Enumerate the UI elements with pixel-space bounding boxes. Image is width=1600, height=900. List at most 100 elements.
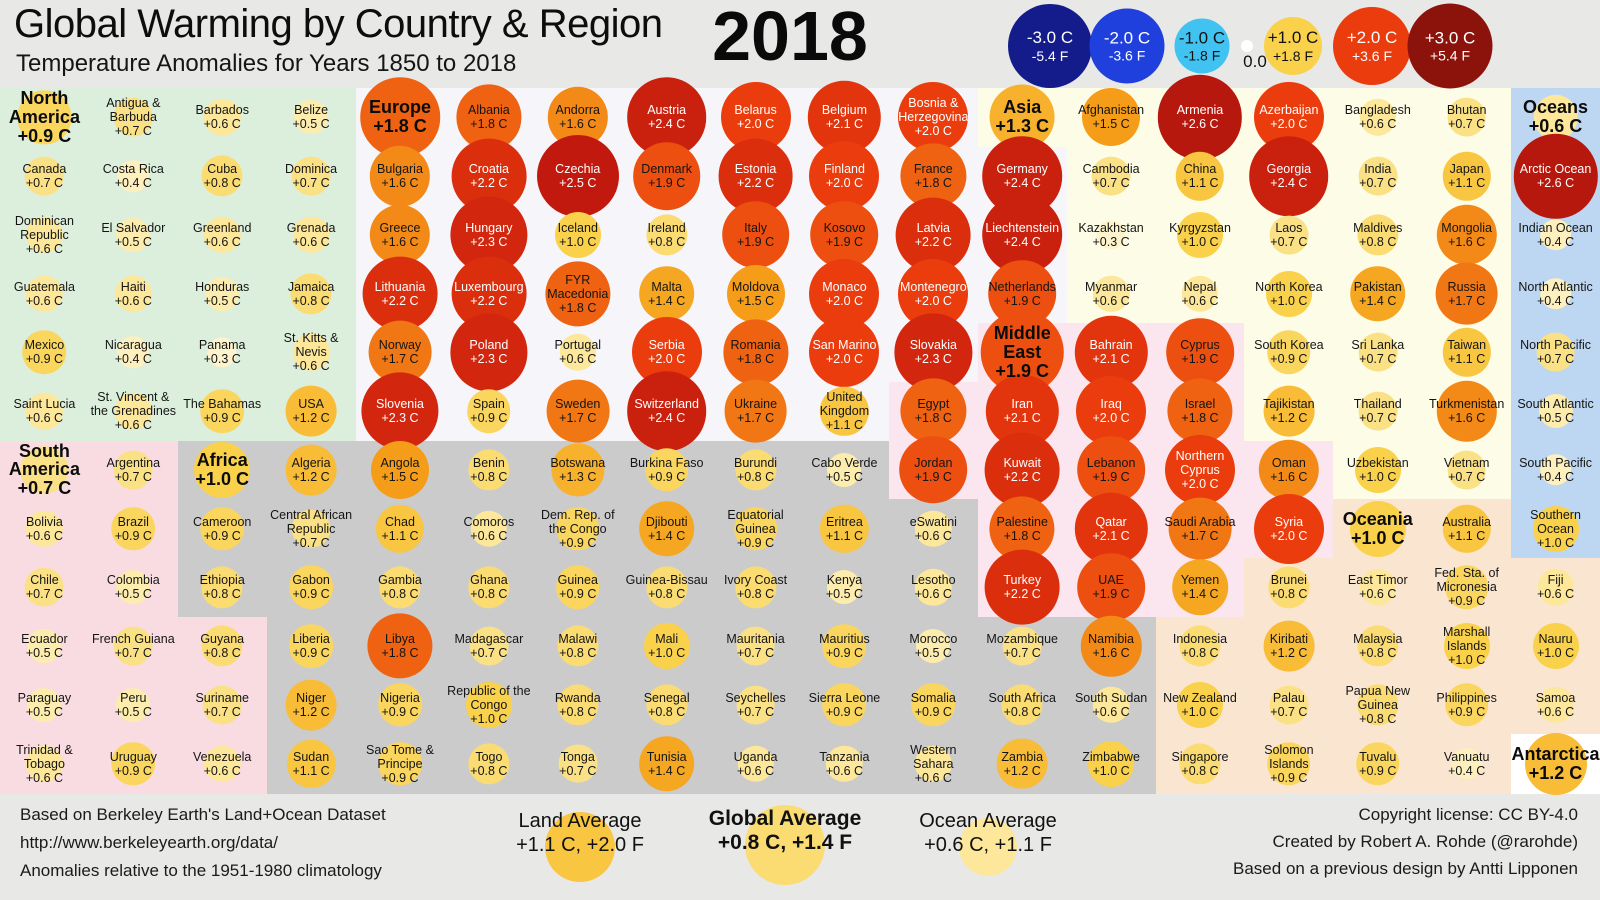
country-name: Lesotho [911, 573, 956, 588]
anomaly-circle [1436, 380, 1497, 442]
country-cell: China +1.1 C [1156, 147, 1245, 206]
anomaly-circle [1092, 275, 1130, 312]
anomaly-value: +1.0 C [1181, 704, 1219, 719]
country-name: Antarctica [1511, 743, 1600, 764]
country-cell: Angola +1.5 C [356, 441, 445, 500]
country-cell: Bhutan +0.7 C [1422, 88, 1511, 147]
country-cell: Uzbekistan +1.0 C [1333, 441, 1422, 500]
country-name: Dem. Rep. of the Congo [540, 507, 615, 536]
anomaly-circle [116, 570, 151, 605]
country-name: Guinea-Bissau [625, 573, 708, 588]
country-cell: Bosnia & Herzegovina +2.0 C [889, 88, 978, 147]
anomaly-circle [115, 392, 152, 430]
country-cell: Uruguay +0.9 C [89, 734, 178, 793]
country-name: Latvia [916, 220, 950, 235]
country-cell: Haiti +0.6 C [89, 264, 178, 323]
country-name: Peru [120, 690, 147, 705]
anomaly-circle [1253, 493, 1324, 564]
country-name: Kyrgyzstan [1169, 220, 1231, 235]
anomaly-circle [1082, 88, 1141, 147]
legend-circle: -1.0 C -1.8 F [1174, 18, 1230, 74]
country-name: Portugal [554, 338, 602, 353]
anomaly-value: +2.6 C [1536, 176, 1575, 191]
country-cell: Nepal +0.6 C [1156, 264, 1245, 323]
anomaly-value: +0.5 C [114, 704, 152, 719]
country-name: Qatar [1095, 514, 1127, 529]
country-name: Belarus [734, 103, 777, 118]
country-name: Jordan [914, 455, 953, 470]
country-cell: East Timor +0.6 C [1333, 558, 1422, 617]
country-name: Haiti [120, 279, 146, 294]
anomaly-circle [555, 565, 600, 610]
anomaly-circle [809, 258, 880, 329]
anomaly-circle [1537, 686, 1574, 724]
country-name: Brunei [1270, 573, 1307, 588]
country-cell: Equatorial Guinea +0.9 C [711, 499, 800, 558]
country-name: French Guiana [91, 632, 175, 647]
anomaly-circle [25, 567, 64, 607]
anomaly-circle [361, 372, 439, 450]
anomaly-value: +0.9 C [292, 646, 330, 661]
country-name: Lebanon [1086, 455, 1136, 470]
anomaly-circle [734, 449, 777, 491]
anomaly-value: +0.6 C [1359, 587, 1397, 602]
anomaly-value: +0.7 C [203, 704, 241, 719]
anomaly-value: +0.9 C [203, 528, 241, 543]
land-average-value: +1.1 C, +2.0 F [516, 834, 644, 856]
country-cell: India +0.7 C [1333, 147, 1422, 206]
country-cell: New Zealand +1.0 C [1156, 676, 1245, 735]
anomaly-value: +0.7 C [559, 763, 597, 778]
anomaly-value: +1.4 C [1359, 293, 1397, 308]
anomaly-circle [1358, 156, 1398, 196]
country-cell: Brunei +0.8 C [1244, 558, 1333, 617]
anomaly-circle [1358, 332, 1398, 372]
country-cell: Bolivia +0.6 C [0, 499, 89, 558]
country-name: Philippines [1436, 690, 1497, 705]
country-cell: Chad +1.1 C [356, 499, 445, 558]
anomaly-value: +1.0 C [1350, 527, 1405, 548]
country-name: Argentina [106, 455, 161, 470]
anomaly-circle [1354, 446, 1401, 493]
country-cell: Qatar +2.1 C [1067, 499, 1156, 558]
anomaly-value: +2.1 C [1003, 411, 1041, 426]
anomaly-circle [638, 265, 695, 322]
anomaly-value: +2.6 C [1181, 117, 1219, 132]
anomaly-value: +0.8 C [1359, 646, 1397, 661]
country-cell: Iraq +2.0 C [1067, 382, 1156, 441]
country-cell: Tuvalu +0.9 C [1333, 734, 1422, 793]
credit-author: Created by Robert A. Rohde (@rarohde) [1272, 832, 1578, 851]
anomaly-circle [1524, 732, 1587, 795]
anomaly-value: +0.5 C [825, 469, 864, 484]
legend-circle: -3.0 C -5.4 F [1008, 4, 1092, 88]
anomaly-value: +1.6 C [381, 234, 419, 249]
anomaly-circle [285, 385, 337, 437]
anomaly-value: +0.4 C [1536, 234, 1575, 249]
anomaly-value: +0.9 C [1270, 770, 1308, 785]
anomaly-circle [291, 156, 331, 196]
country-cell: Taiwan +1.1 C [1422, 323, 1511, 382]
anomaly-circle [290, 273, 332, 315]
anomaly-value: +0.6 C [25, 411, 64, 426]
source-line-3: Anomalies relative to the 1951-1980 clim… [20, 861, 382, 880]
region-header-cell: South America +0.7 C [0, 441, 89, 500]
anomaly-value: +0.7 C [17, 478, 72, 499]
country-cell: Ireland +0.8 C [622, 206, 711, 265]
country-cell: Rwanda +0.8 C [533, 676, 622, 735]
country-name: Chad [385, 514, 415, 529]
anomaly-circle [820, 504, 869, 553]
country-name: Western Sahara [910, 742, 957, 771]
country-name: Estonia [734, 162, 777, 177]
country-name: Finland [823, 162, 865, 177]
anomaly-value: +0.4 C [114, 352, 152, 367]
country-name: Dominica [285, 162, 338, 177]
country-cell: Tunisia +1.4 C [622, 734, 711, 793]
anomaly-circle [1168, 497, 1232, 561]
anomaly-circle [291, 509, 331, 549]
anomaly-circle [1357, 684, 1399, 726]
country-name: Djibouti [645, 514, 688, 529]
anomaly-value: +1.6 C [381, 176, 419, 191]
anomaly-circle [1181, 275, 1219, 312]
page-subtitle: Temperature Anomalies for Years 1850 to … [16, 50, 517, 77]
land-average-label: Land Average [518, 810, 642, 832]
anomaly-value: +0.6 C [114, 418, 152, 433]
